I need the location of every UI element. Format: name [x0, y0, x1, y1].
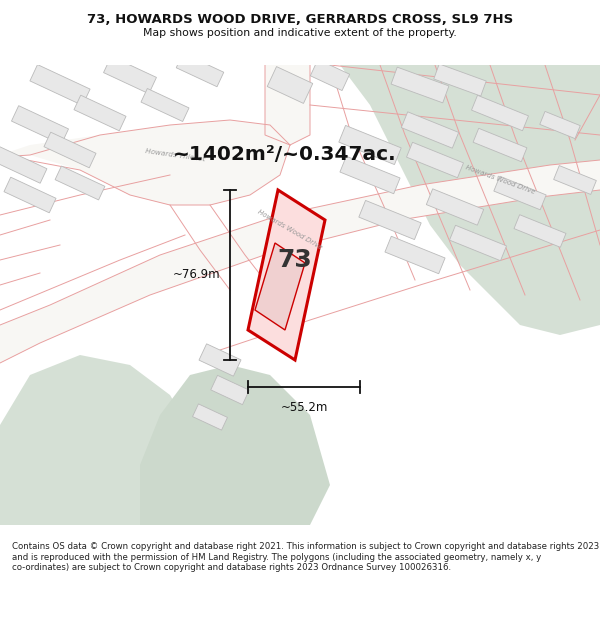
Polygon shape [540, 111, 580, 139]
Text: Howards Wood Drive: Howards Wood Drive [257, 209, 323, 251]
Polygon shape [340, 156, 400, 194]
Polygon shape [265, 65, 310, 145]
Polygon shape [74, 95, 126, 131]
Text: ~55.2m: ~55.2m [280, 401, 328, 414]
Polygon shape [248, 190, 325, 360]
Text: ~1402m²/~0.347ac.: ~1402m²/~0.347ac. [173, 146, 397, 164]
Text: 73: 73 [277, 248, 312, 272]
Polygon shape [310, 59, 350, 91]
Polygon shape [494, 176, 546, 210]
Polygon shape [449, 225, 506, 261]
Polygon shape [340, 65, 600, 335]
Polygon shape [407, 142, 463, 177]
Text: Map shows position and indicative extent of the property.: Map shows position and indicative extent… [143, 28, 457, 39]
Polygon shape [427, 189, 484, 225]
Polygon shape [359, 201, 421, 239]
Polygon shape [554, 166, 596, 194]
Text: Howards Thicket: Howards Thicket [145, 148, 205, 162]
Text: 73, HOWARDS WOOD DRIVE, GERRARDS CROSS, SL9 7HS: 73, HOWARDS WOOD DRIVE, GERRARDS CROSS, … [87, 12, 513, 26]
Polygon shape [0, 160, 600, 363]
Polygon shape [44, 132, 96, 168]
Polygon shape [0, 355, 220, 525]
Polygon shape [473, 128, 527, 162]
Polygon shape [267, 67, 313, 103]
Polygon shape [385, 236, 445, 274]
Polygon shape [0, 120, 290, 205]
Polygon shape [141, 89, 189, 121]
Polygon shape [339, 126, 401, 164]
Polygon shape [0, 147, 47, 183]
Text: Contains OS data © Crown copyright and database right 2021. This information is : Contains OS data © Crown copyright and d… [12, 542, 599, 572]
Polygon shape [4, 177, 56, 213]
Polygon shape [104, 56, 157, 94]
Polygon shape [514, 214, 566, 248]
Polygon shape [11, 106, 68, 144]
Text: ~76.9m: ~76.9m [172, 269, 220, 281]
Polygon shape [401, 112, 458, 148]
Polygon shape [30, 64, 90, 106]
Polygon shape [193, 404, 227, 430]
Polygon shape [55, 166, 105, 200]
Polygon shape [176, 53, 224, 87]
Polygon shape [199, 344, 241, 376]
Polygon shape [472, 95, 529, 131]
Polygon shape [434, 64, 486, 96]
Polygon shape [255, 243, 305, 330]
Polygon shape [391, 67, 449, 103]
Text: Howards Wood Drive: Howards Wood Drive [464, 164, 536, 196]
Polygon shape [140, 365, 330, 525]
Polygon shape [211, 376, 249, 404]
